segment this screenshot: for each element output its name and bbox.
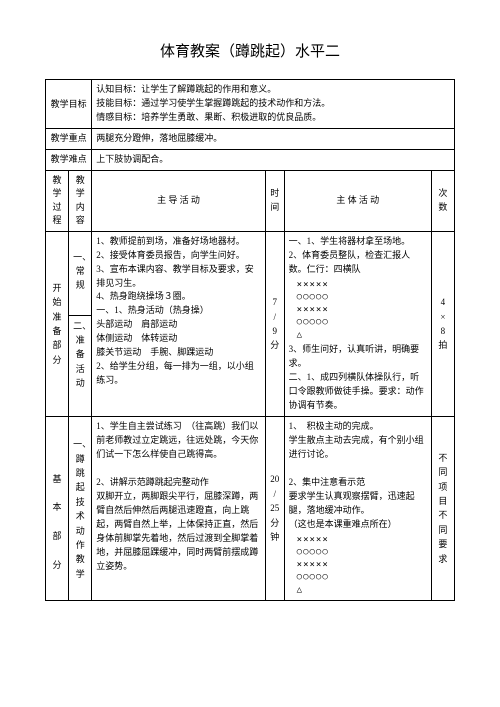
r1-content2: 二、准备活动 xyxy=(69,315,92,417)
r1-body: 一、1、学生将器材拿至场地。 2、体育委员整队，检查汇报人数。仁行：四横队 ××… xyxy=(284,231,431,416)
r1-time: 7/9分 xyxy=(265,231,284,416)
difficulty-text: 上下肢协调配合。 xyxy=(92,149,455,170)
hdr-count: 次数 xyxy=(431,170,454,231)
hdr-lead: 主 导 活 动 xyxy=(92,170,265,231)
label-keypoint: 教学重点 xyxy=(46,128,92,149)
keypoint-text: 两腿充分蹬伸，落地屈膝缓冲。 xyxy=(92,128,455,149)
label-difficulty: 教学难点 xyxy=(46,149,92,170)
page-title: 体育教案（蹲跳起）水平二 xyxy=(45,40,455,61)
r2-process: 基 本 部 分 xyxy=(46,417,69,600)
r2-count: 不同项目不同要求 xyxy=(431,417,454,600)
label-goal: 教学目标 xyxy=(46,80,92,129)
hdr-body: 主 体 活 动 xyxy=(284,170,431,231)
r1-lead: 1、教师提前到场，准备好场地器材。 2、接受体育委员报告，向学生问好。 3、宣布… xyxy=(92,231,265,416)
r2-body: 1、 积极主动的完成。 学生散点主动去完成，有个别小组进行讨论。 2、集中注意看… xyxy=(284,417,431,600)
r2-lead: 1、学生自主尝试练习 （往高跳）我们以前老师教过立定跳远，往远处跳，今天你们试一… xyxy=(92,417,265,600)
r1-content1: 一、常规 xyxy=(69,231,92,315)
r2-time: 20/25分钟 xyxy=(265,417,284,600)
hdr-content: 教学内容 xyxy=(69,170,92,231)
hdr-time: 时间 xyxy=(265,170,284,231)
r1-count: 4×8拍 xyxy=(431,231,454,416)
r1-process: 开始准备部分 xyxy=(46,231,69,416)
lesson-table: 教学目标 认知目标：让学生了解蹲跳起的作用和意义。 技能目标：通过学习使学生掌握… xyxy=(45,79,455,601)
goal-text: 认知目标：让学生了解蹲跳起的作用和意义。 技能目标：通过学习使学生掌握蹲跳起的技… xyxy=(92,80,455,129)
hdr-process: 教学过程 xyxy=(46,170,69,231)
r2-content: 一、蹲跳起技术动作教学 xyxy=(69,417,92,600)
